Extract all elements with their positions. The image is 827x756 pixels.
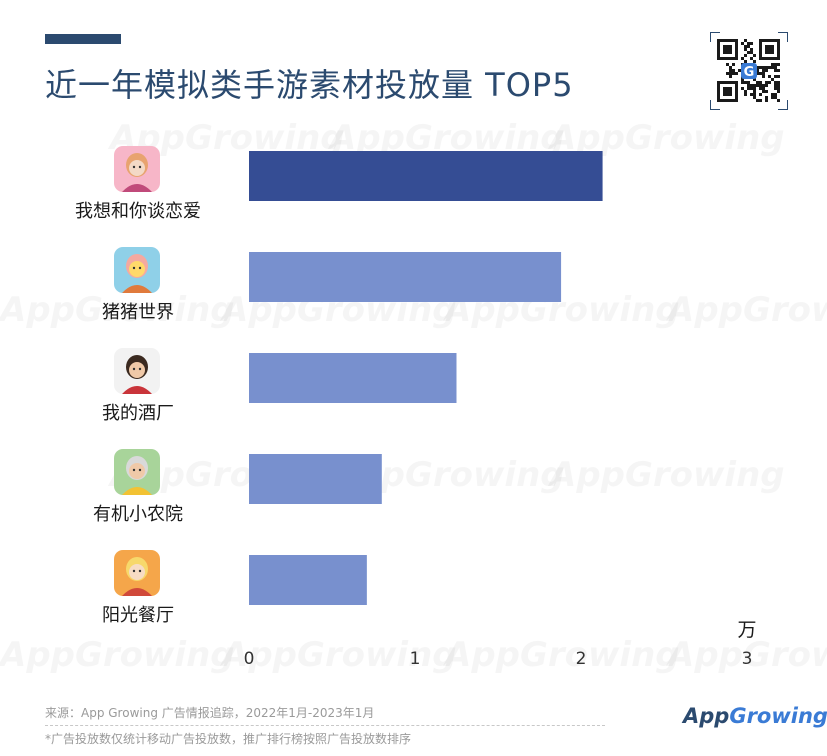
game-icon-romance xyxy=(114,146,160,192)
title-accent-bar xyxy=(45,34,121,44)
qr-code-icon: G xyxy=(710,32,788,110)
logo-app-text: App xyxy=(683,704,730,728)
game-icon-restaurant xyxy=(114,550,160,596)
bar-4 xyxy=(249,454,382,504)
category-label-3: 我的酒厂 xyxy=(102,403,174,424)
page-title: 近一年模拟类手游素材投放量 TOP5 xyxy=(45,66,574,104)
svg-text:G: G xyxy=(744,65,755,80)
bar-1 xyxy=(249,151,603,201)
category-label-4: 有机小农院 xyxy=(93,504,183,525)
game-icon-pig-world xyxy=(114,247,160,293)
category-label-2: 猪猪世界 xyxy=(102,302,174,323)
bar-5 xyxy=(249,555,367,605)
appgrowing-logo: AppGrowing xyxy=(683,704,827,728)
x-tick-label: 0 xyxy=(244,649,255,669)
footnote-text: *广告投放数仅统计移动广告投放数，推广排行榜按照广告投放数排序 xyxy=(45,732,412,746)
category-label-1: 我想和你谈恋爱 xyxy=(75,200,201,222)
category-label-5: 阳光餐厅 xyxy=(102,605,174,626)
game-icon-winery xyxy=(114,348,160,394)
x-tick-label: 2 xyxy=(576,649,587,669)
game-icon-farm xyxy=(114,449,160,495)
source-text: 来源：App Growing 广告情报追踪，2022年1月-2023年1月 xyxy=(45,706,375,720)
bar-2 xyxy=(249,252,562,302)
bar-3 xyxy=(249,353,457,403)
x-tick-label: 1 xyxy=(410,649,421,669)
x-tick-label: 3 xyxy=(742,649,753,669)
logo-growing-text: Growing xyxy=(729,704,827,728)
x-unit-label: 万 xyxy=(737,619,756,641)
footer-divider xyxy=(45,725,605,726)
